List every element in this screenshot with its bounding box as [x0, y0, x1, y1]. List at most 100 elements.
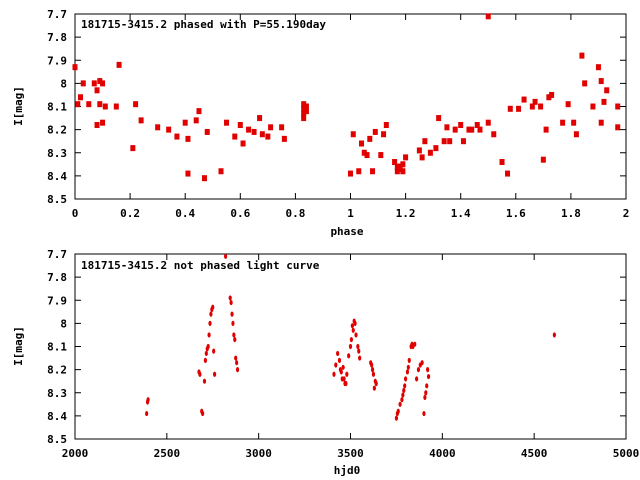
phased-data-point — [301, 115, 307, 122]
phased-data-point — [259, 131, 265, 138]
unphased-data-point — [332, 371, 336, 377]
phased-data-point — [466, 126, 472, 133]
phased-x-tick-label: 0.4 — [175, 207, 195, 220]
phased-data-point — [185, 135, 191, 142]
unphased-data-point — [231, 320, 235, 326]
phased-data-point — [370, 168, 376, 175]
unphased-data-point — [201, 410, 205, 417]
unphased-data-point — [394, 415, 399, 421]
phased-data-point — [367, 135, 373, 142]
unphased-data-point — [235, 367, 240, 373]
unphased-x-axis-label: hjd0 — [334, 464, 361, 477]
unphased-x-tick-label: 4000 — [429, 447, 456, 460]
phased-data-point — [100, 119, 106, 126]
phased-data-point — [72, 64, 78, 71]
unphased-data-point — [370, 367, 375, 373]
phased-x-tick-label: 0.8 — [285, 207, 305, 220]
phased-data-point — [419, 154, 425, 161]
phased-data-point — [265, 133, 271, 140]
phased-data-point — [94, 87, 100, 94]
phased-data-point — [138, 117, 144, 124]
unphased-y-tick-label: 8.5 — [47, 433, 67, 446]
phased-data-point — [433, 145, 439, 152]
phased-data-point — [372, 128, 378, 135]
phased-data-point — [579, 52, 585, 59]
phased-data-point — [491, 131, 497, 138]
unphased-data-point — [356, 343, 360, 350]
unphased-data-point — [228, 295, 232, 301]
unphased-data-point — [426, 373, 431, 380]
unphased-y-tick-label: 8.3 — [47, 387, 67, 400]
phased-data-point — [565, 101, 571, 108]
phased-x-tick-label: 0.2 — [120, 207, 140, 220]
phased-data-point — [86, 101, 92, 108]
unphased-data-point — [345, 371, 349, 377]
phased-data-point — [218, 168, 224, 175]
unphased-data-point — [206, 343, 210, 350]
unphased-data-point — [208, 320, 212, 326]
phased-data-point — [80, 80, 86, 87]
unphased-data-point — [398, 401, 402, 407]
unphased-data-point — [347, 353, 351, 359]
unphased-data-point — [425, 383, 429, 389]
phased-data-point — [394, 168, 400, 175]
unphased-data-point — [400, 397, 404, 403]
unphased-data-point — [212, 371, 217, 377]
phased-data-point — [378, 152, 384, 159]
phased-data-point — [201, 175, 207, 182]
phased-data-point — [403, 154, 409, 161]
phased-data-point — [91, 80, 97, 87]
unphased-data-point — [233, 336, 237, 343]
phased-y-tick-label: 8.2 — [47, 124, 67, 137]
phased-data-point — [232, 133, 238, 140]
phased-data-point — [560, 119, 566, 126]
phased-x-tick-label: 1.2 — [396, 207, 416, 220]
unphased-data-point — [211, 304, 215, 310]
phased-y-tick-label: 8.4 — [47, 170, 67, 183]
phased-data-point — [364, 152, 370, 159]
unphased-data-point — [350, 323, 354, 329]
unphased-y-tick-label: 8 — [60, 317, 67, 330]
phased-data-point — [460, 138, 466, 145]
phased-data-point — [441, 138, 447, 145]
phased-y-tick-label: 7.8 — [47, 31, 67, 44]
unphased-data-point — [235, 360, 239, 366]
phased-data-point — [516, 105, 522, 112]
phased-data-point — [383, 122, 389, 128]
phased-x-tick-label: 0 — [72, 207, 79, 220]
unphased-data-point — [203, 357, 208, 363]
phased-data-point — [477, 126, 483, 133]
unphased-y-tick-label: 8.4 — [47, 410, 67, 423]
phased-data-point — [485, 119, 491, 126]
phased-data-point — [549, 91, 555, 98]
phased-y-tick-label: 7.9 — [47, 54, 67, 67]
phased-data-point — [598, 119, 604, 126]
phased-x-tick-label: 1.6 — [506, 207, 526, 220]
phased-data-point — [279, 124, 285, 131]
phased-data-point — [130, 145, 136, 152]
unphased-data-point — [342, 376, 346, 382]
unphased-data-point — [415, 376, 419, 382]
unphased-data-point — [145, 410, 149, 417]
phased-data-point — [521, 96, 527, 103]
phased-data-point — [303, 103, 309, 110]
phased-y-axis-label: I[mag] — [12, 86, 25, 126]
unphased-data-point — [370, 362, 374, 368]
unphased-y-axis: 7.7 7.8 7.9 8 8.1 8.2 8.3 8.4 8.5 — [47, 248, 626, 446]
phased-data-point — [97, 78, 103, 85]
unphased-data-point — [337, 357, 342, 363]
unphased-y-tick-label: 7.7 — [47, 248, 67, 261]
phased-data-point — [447, 138, 453, 145]
phased-y-tick-label: 8.1 — [47, 101, 67, 114]
phased-data-point — [133, 101, 139, 108]
phased-data-point — [601, 98, 607, 105]
unphased-data-points — [145, 253, 556, 421]
unphased-x-tick-label: 2500 — [154, 447, 181, 460]
phased-data-point — [416, 147, 422, 154]
phased-data-point — [532, 98, 538, 105]
phased-data-point — [598, 78, 604, 85]
unphased-x-tick-label: 3500 — [337, 447, 364, 460]
phased-data-point — [116, 61, 122, 68]
unphased-y-tick-label: 8.1 — [47, 341, 67, 354]
